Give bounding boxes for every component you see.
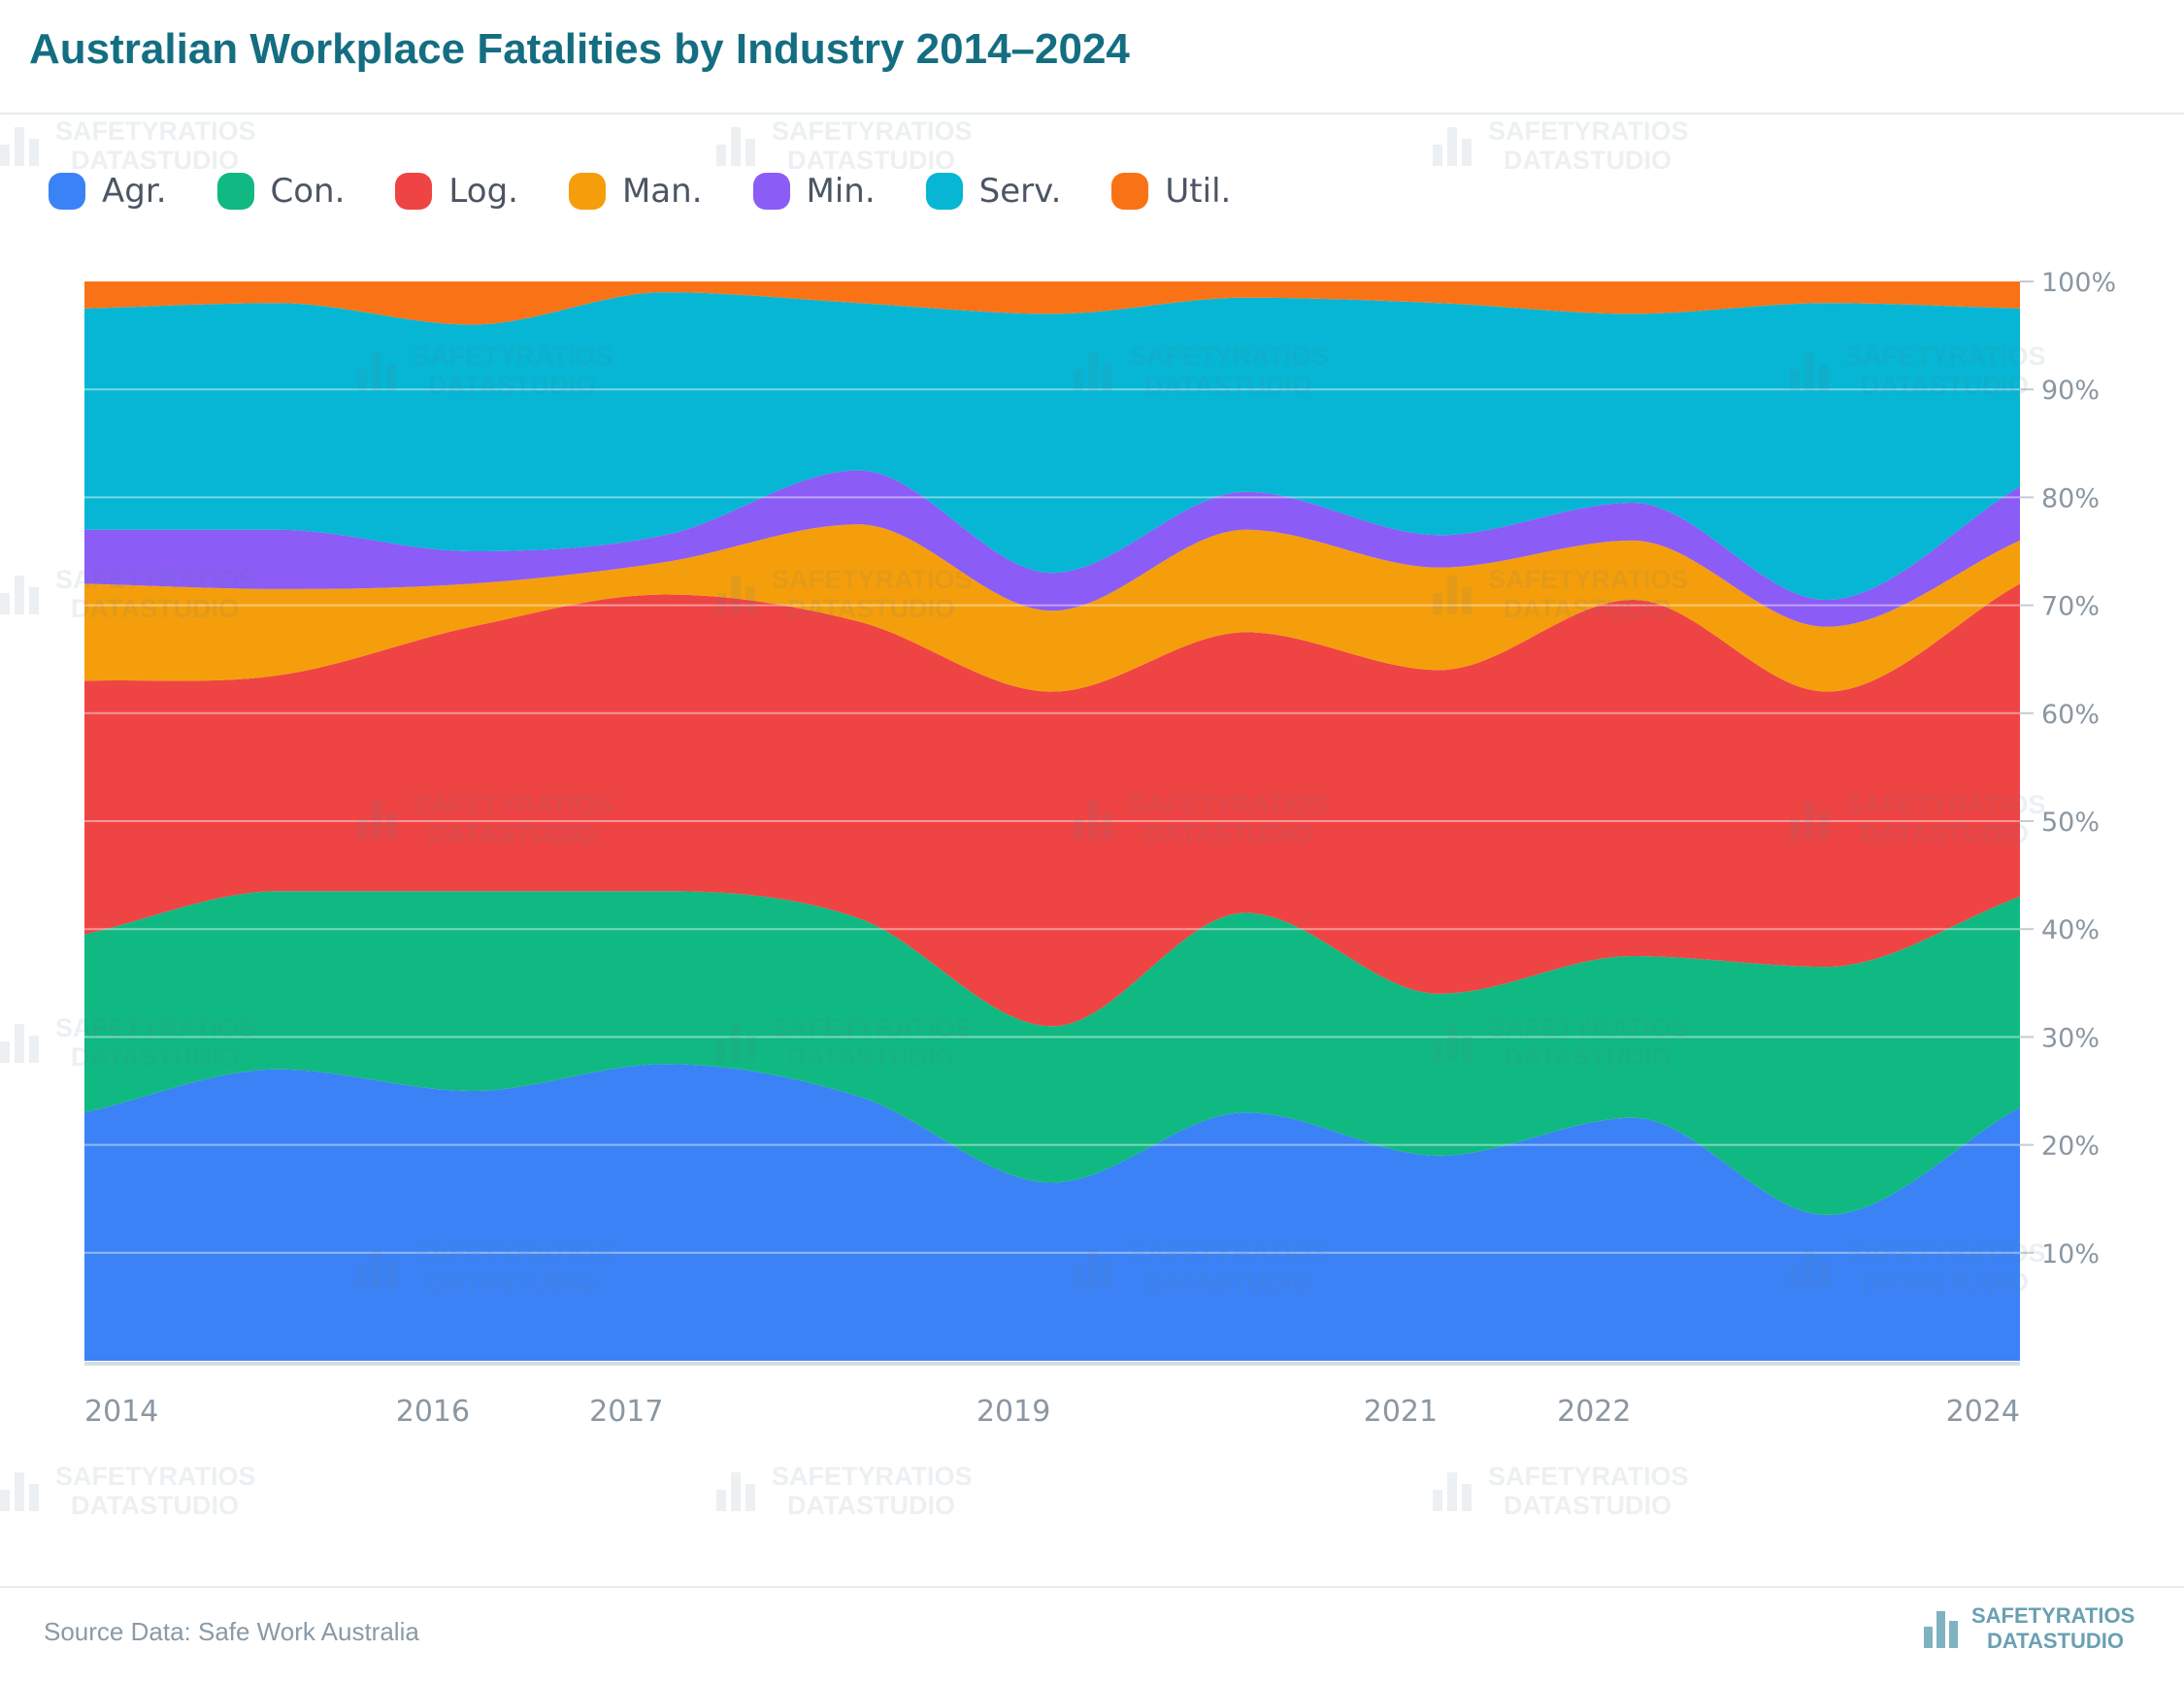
legend-label: Log.	[448, 172, 518, 211]
y-tick-label: 50%	[2041, 808, 2100, 838]
area-series-agr[interactable]	[84, 1064, 2020, 1361]
y-tick-label: 80%	[2041, 483, 2100, 513]
area-series-serv[interactable]	[84, 292, 2020, 600]
brand-logo: SAFETYRATIOS DATASTUDIO	[1924, 1603, 2134, 1654]
legend-label: Man.	[621, 172, 703, 211]
y-tick-label: 90%	[2041, 376, 2100, 406]
gridlines	[84, 388, 2020, 1254]
brand-name-line1: SAFETYRATIOS	[1971, 1603, 2135, 1628]
y-tick-label: 100%	[2041, 268, 2116, 298]
y-tick-label: 40%	[2041, 915, 2100, 945]
footer-divider	[0, 1586, 2184, 1588]
area-series-log[interactable]	[84, 583, 2020, 1027]
bar-chart-logo-icon	[1924, 1609, 1962, 1648]
stacked-area-chart: 10% 20% 30% 40% 50% 60% 70% 80% 90% 100% 2014 2016 2…	[84, 268, 2116, 1429]
source-note: Source Data: Safe Work Australia	[44, 1617, 419, 1646]
legend-item[interactable]: Man.	[568, 172, 703, 211]
x-tick-label: 2017	[589, 1395, 663, 1429]
brand-name-line2: DATASTUDIO	[1987, 1629, 2124, 1653]
y-tick-label: 70%	[2041, 592, 2100, 622]
tick-labels: 10% 20% 30% 40% 50% 60% 70% 80% 90% 100% 2014 2016 2…	[84, 268, 2116, 1429]
legend-item[interactable]: Log.	[395, 172, 518, 211]
y-tick-label: 10%	[2041, 1239, 2100, 1270]
legend-swatch	[49, 173, 85, 210]
legend-swatch	[752, 173, 790, 210]
legend-label: Serv.	[978, 172, 1062, 211]
y-tick-label: 20%	[2041, 1132, 2100, 1162]
area-series-util[interactable]	[84, 281, 2020, 325]
y-tick-label: 30%	[2041, 1023, 2100, 1053]
legend-item[interactable]: Agr.	[49, 172, 167, 211]
legend-swatch	[925, 173, 963, 210]
x-tick-label: 2022	[1557, 1395, 1631, 1429]
x-tick-label: 2024	[1946, 1395, 2020, 1429]
area-series-group	[84, 281, 2020, 1361]
legend-swatch	[216, 173, 254, 210]
legend-item[interactable]: Serv.	[925, 172, 1062, 211]
legend-label: Util.	[1165, 172, 1232, 211]
legend-swatch	[1111, 173, 1149, 210]
legend-item[interactable]: Min.	[752, 172, 876, 211]
legend-swatch	[395, 173, 433, 210]
chart-legend: Agr. Con. Log. Man. Min. Serv. Util.	[49, 167, 1281, 215]
legend-swatch	[568, 173, 606, 210]
legend-item[interactable]: Con.	[216, 172, 346, 211]
legend-label: Min.	[806, 172, 876, 211]
x-tick-label: 2021	[1364, 1395, 1438, 1429]
x-tick-label: 2014	[84, 1395, 158, 1429]
area-series-con[interactable]	[84, 891, 2020, 1215]
legend-label: Con.	[270, 172, 346, 211]
y-tick-label: 60%	[2041, 700, 2100, 730]
title-divider	[0, 113, 2184, 115]
legend-label: Agr.	[102, 172, 167, 211]
area-series-man[interactable]	[84, 524, 2020, 692]
x-tick-label: 2016	[396, 1395, 470, 1429]
legend-item[interactable]: Util.	[1111, 172, 1231, 211]
chart-title: Australian Workplace Fatalities by Indus…	[29, 25, 1130, 73]
area-series-min[interactable]	[84, 470, 2020, 627]
x-tick-label: 2019	[976, 1395, 1050, 1429]
